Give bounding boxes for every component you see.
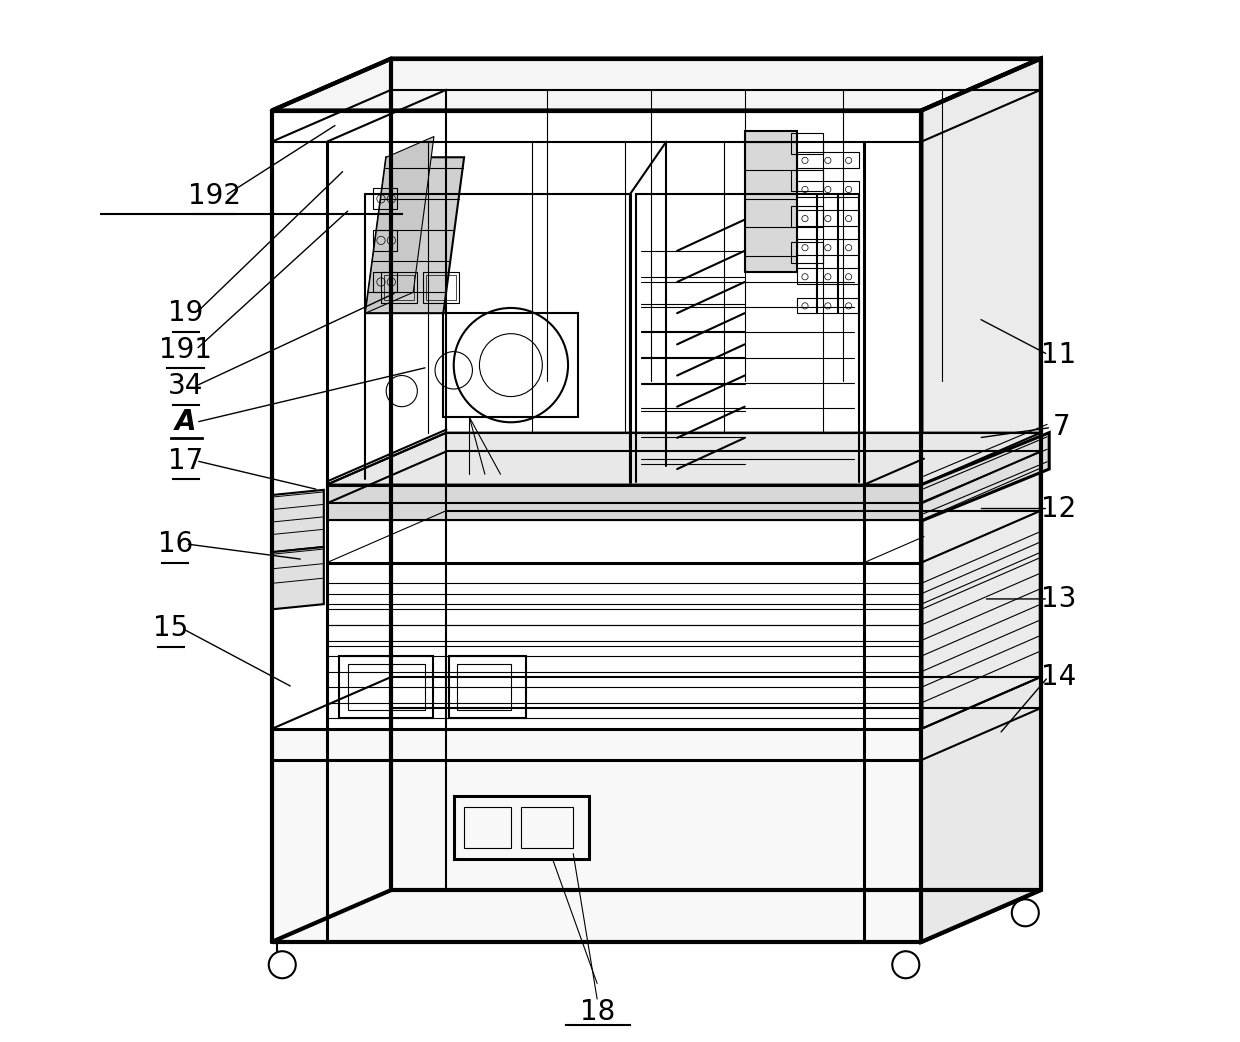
Polygon shape <box>327 485 921 520</box>
Polygon shape <box>745 131 796 272</box>
Polygon shape <box>272 728 921 942</box>
Text: 12: 12 <box>1040 495 1076 522</box>
Text: 7: 7 <box>1053 414 1070 442</box>
Text: 15: 15 <box>154 614 188 642</box>
Polygon shape <box>366 157 464 314</box>
Text: 192: 192 <box>188 181 242 209</box>
Polygon shape <box>272 58 1040 110</box>
Polygon shape <box>921 677 1040 942</box>
Text: 11: 11 <box>1040 341 1076 369</box>
Text: 19: 19 <box>167 299 203 327</box>
Polygon shape <box>272 547 324 610</box>
Polygon shape <box>366 137 434 314</box>
Text: 191: 191 <box>159 336 212 364</box>
Polygon shape <box>921 432 1049 521</box>
Text: 13: 13 <box>1040 585 1076 613</box>
Text: 34: 34 <box>167 372 203 400</box>
Text: 18: 18 <box>579 997 615 1025</box>
Polygon shape <box>272 490 324 552</box>
Text: 14: 14 <box>1040 663 1076 691</box>
Text: 16: 16 <box>157 530 193 557</box>
Text: 17: 17 <box>167 447 203 475</box>
Text: A: A <box>175 408 196 437</box>
Polygon shape <box>921 58 1040 942</box>
Polygon shape <box>327 432 1040 485</box>
